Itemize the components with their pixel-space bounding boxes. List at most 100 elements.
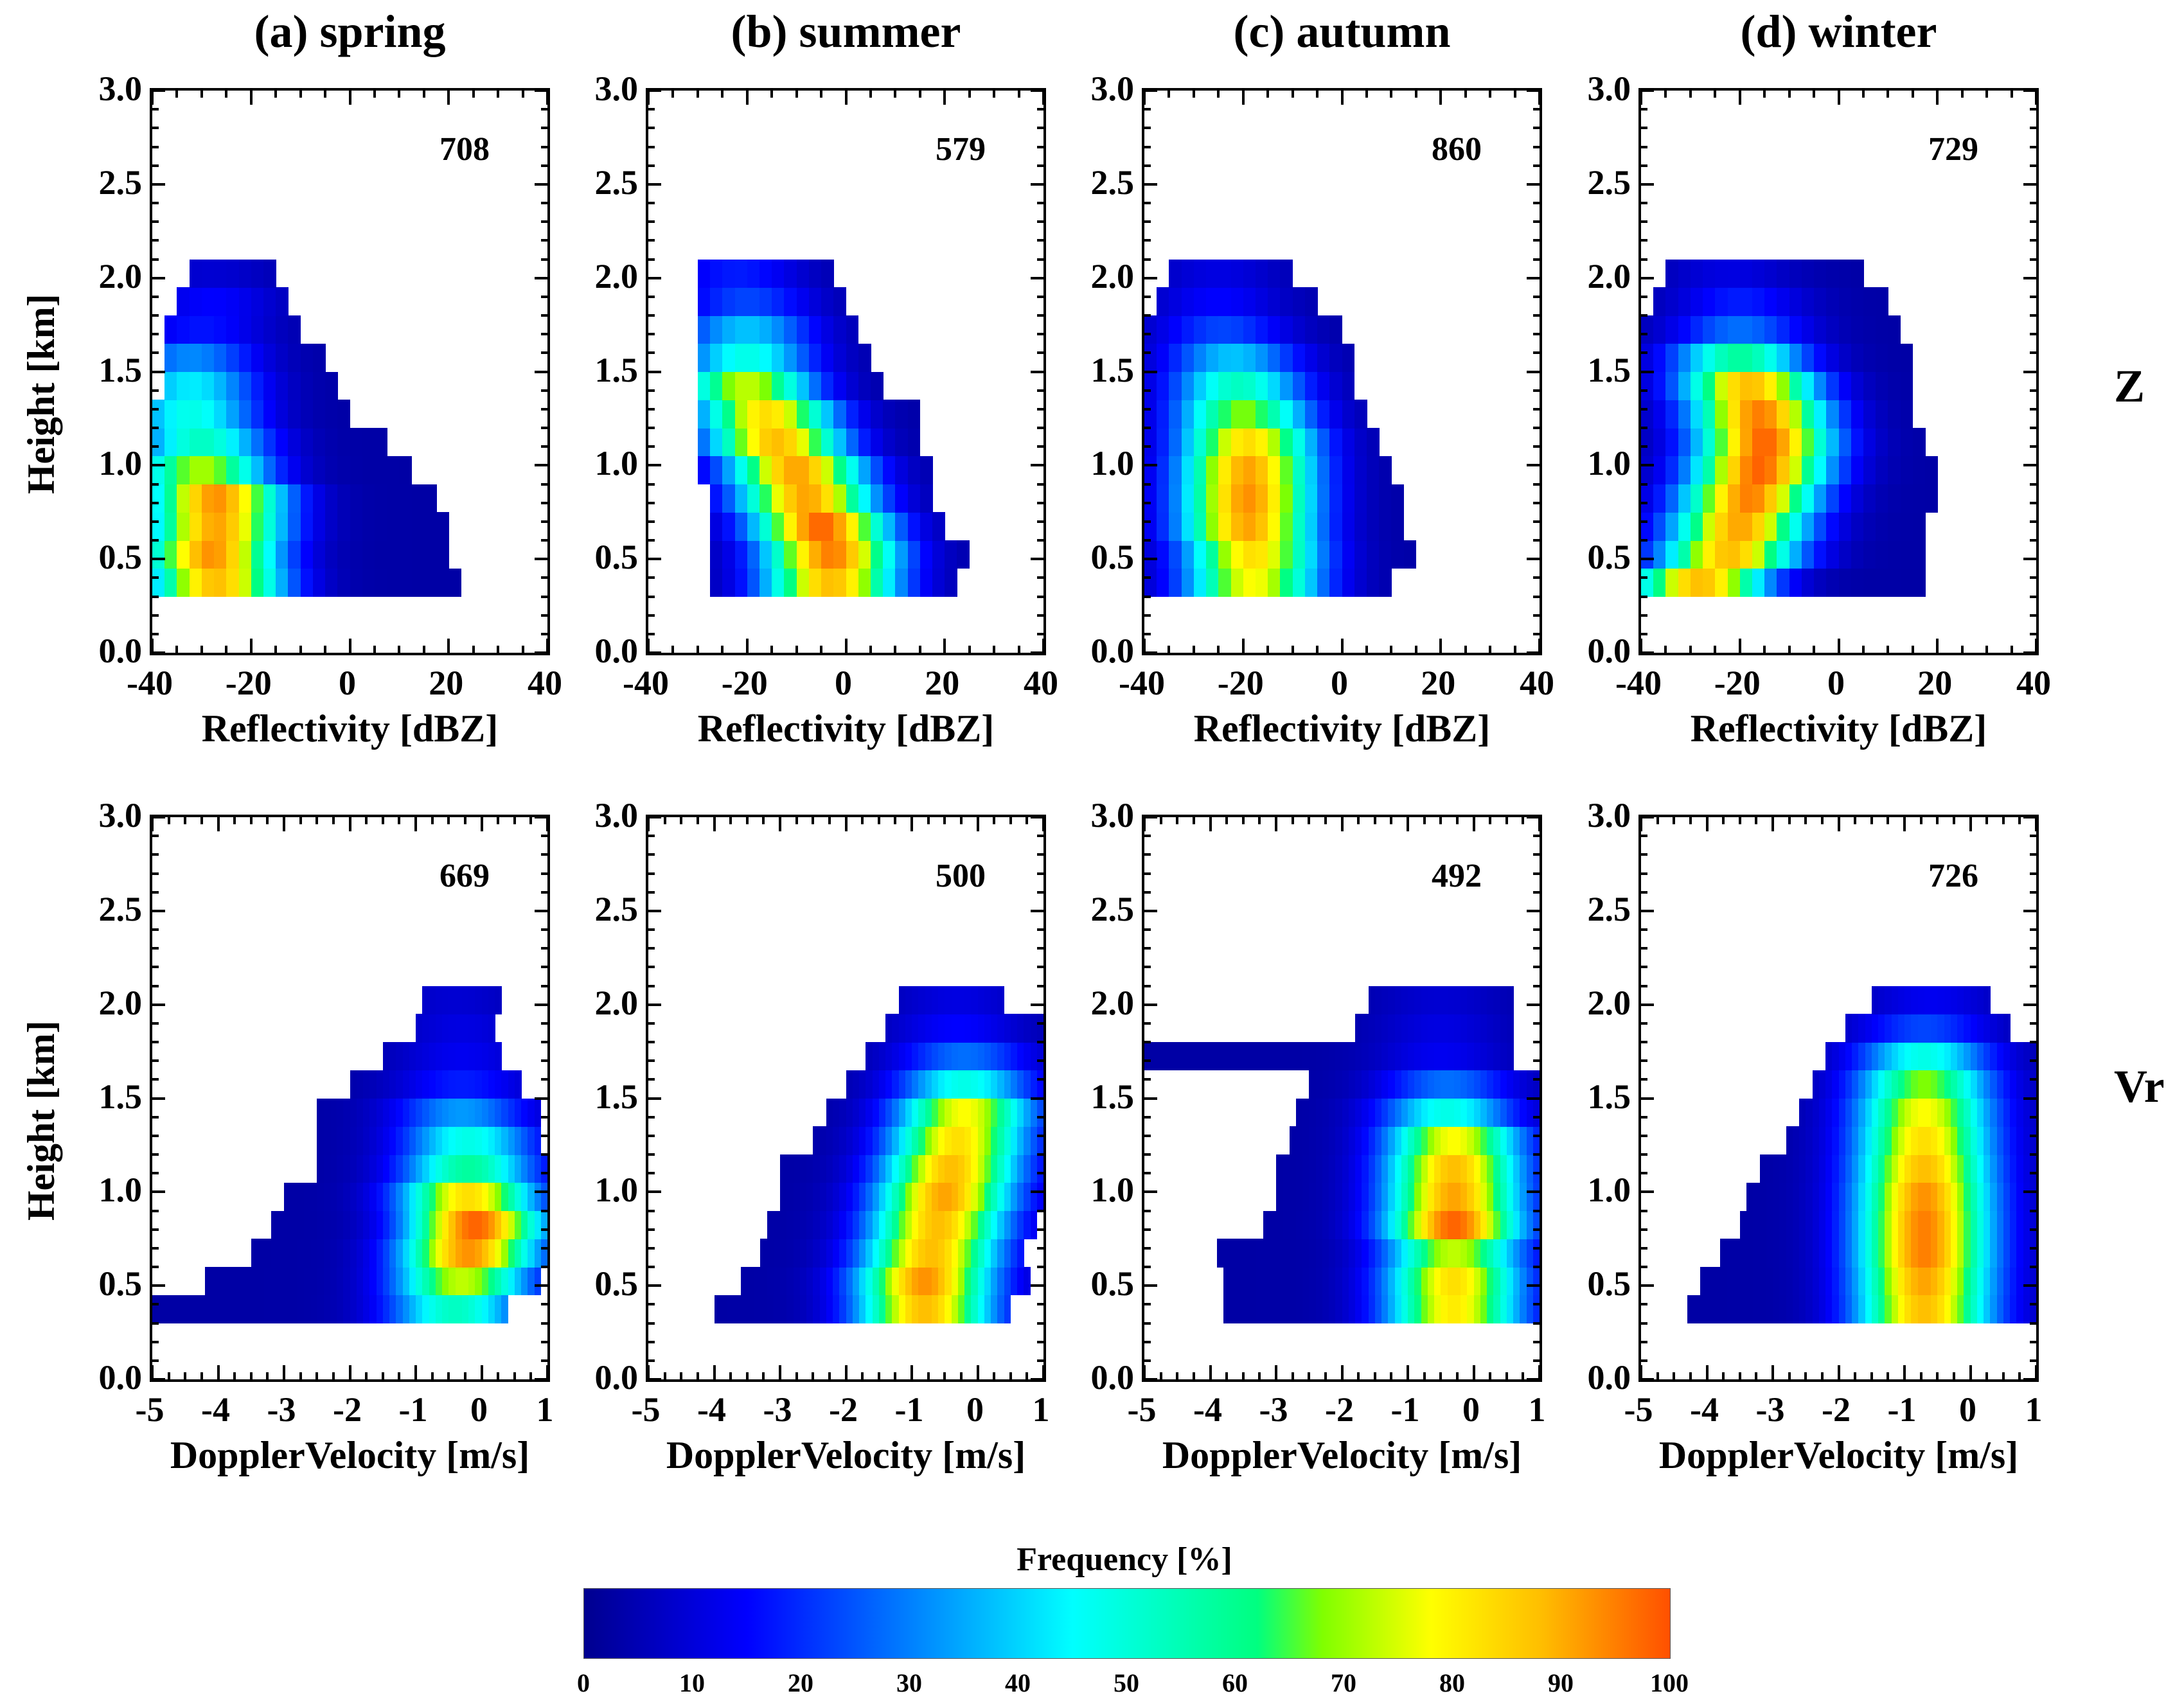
- y-tick-label: 1.5: [98, 1077, 143, 1116]
- x-axis-label: DopplerVelocity [m/s]: [666, 1434, 1026, 1476]
- x-tick-label: -1: [398, 1390, 428, 1429]
- x-tick-label: -4: [697, 1390, 726, 1429]
- x-axis-label: DopplerVelocity [m/s]: [1658, 1434, 2019, 1476]
- y-tick-label: 2.5: [1090, 889, 1135, 928]
- heatmap-cells: [1641, 91, 2036, 653]
- x-tick-label: -2: [829, 1390, 858, 1429]
- x-tick-label: -20: [225, 664, 272, 702]
- heatmap-cells: [152, 91, 547, 653]
- y-tick-label: 0.5: [1090, 1264, 1135, 1304]
- y-tick-label: 3.0: [594, 69, 639, 108]
- x-tick-label: 1: [2025, 1390, 2043, 1429]
- y-tick-label: 2.0: [98, 256, 143, 296]
- column-title: (c) autumn: [1233, 6, 1451, 57]
- y-tick-label: 2.5: [1587, 889, 1631, 928]
- x-tick-label: -5: [1624, 1390, 1653, 1429]
- y-tick-label: 0.5: [594, 1264, 639, 1304]
- colorbar-tick-label: 50: [1114, 1668, 1139, 1697]
- y-tick-label: 2.0: [1090, 983, 1135, 1022]
- x-tick-label: -1: [1887, 1390, 1917, 1429]
- sample-count: 669: [439, 858, 490, 894]
- column-title: (a) spring: [254, 6, 446, 57]
- x-tick-label: 40: [1024, 664, 1058, 702]
- colorbar-tick-label: 60: [1222, 1668, 1248, 1697]
- x-tick-label: -5: [1127, 1390, 1157, 1429]
- heatmap-cells: [152, 817, 547, 1379]
- x-tick-label: 20: [1917, 664, 1953, 702]
- sample-count: 492: [1432, 858, 1482, 894]
- y-tick-label: 2.5: [98, 163, 143, 202]
- x-tick-label: -4: [1690, 1390, 1719, 1429]
- colorbar-tick-label: 40: [1005, 1668, 1031, 1697]
- y-tick-label: 1.5: [98, 350, 143, 389]
- x-axis-label: Reflectivity [dBZ]: [697, 707, 995, 750]
- heatmap-cells: [648, 817, 1043, 1379]
- x-tick-label: 40: [1520, 664, 1554, 702]
- y-tick-label: 2.5: [98, 889, 143, 928]
- heatmap-cells: [648, 91, 1043, 653]
- y-tick-label: 3.0: [1587, 69, 1631, 108]
- y-tick-label: 0.0: [1090, 1358, 1135, 1397]
- y-tick-label: 1.0: [594, 1171, 639, 1210]
- heatmap-panel: 492: [1142, 815, 1542, 1382]
- heatmap-panel: 708: [150, 88, 550, 655]
- sample-count: 726: [1928, 858, 1978, 894]
- y-tick-label: 1.0: [1587, 1171, 1631, 1210]
- y-tick-label: 2.5: [1587, 163, 1631, 202]
- heatmap-cells: [1144, 91, 1540, 653]
- y-tick-label: 1.0: [98, 1171, 143, 1210]
- y-tick-label: 3.0: [1090, 796, 1135, 835]
- x-tick-label: 0: [1462, 1390, 1480, 1429]
- x-tick-label: 20: [429, 664, 464, 702]
- y-tick-label: 1.5: [1090, 1077, 1135, 1116]
- heatmap-panel: 669: [150, 815, 550, 1382]
- y-tick-label: 2.5: [594, 163, 639, 202]
- sample-count: 729: [1928, 131, 1978, 168]
- x-tick-label: -40: [1615, 664, 1662, 702]
- heatmap-panel: 729: [1638, 88, 2039, 655]
- x-tick-label: 0: [835, 664, 852, 702]
- y-tick-label: 1.0: [1090, 444, 1135, 483]
- sample-count: 860: [1432, 131, 1482, 168]
- y-axis-label: Height [km]: [20, 293, 62, 494]
- x-tick-label: -3: [1755, 1390, 1785, 1429]
- y-tick-label: 3.0: [98, 69, 143, 108]
- colorbar-tick-label: 30: [896, 1668, 922, 1697]
- x-tick-label: -3: [267, 1390, 296, 1429]
- sample-count: 579: [936, 131, 986, 168]
- colorbar: [583, 1588, 1671, 1659]
- x-tick-label: 40: [2016, 664, 2051, 702]
- x-tick-label: -40: [127, 664, 173, 702]
- x-tick-label: 0: [1331, 664, 1348, 702]
- y-tick-label: 0.5: [1090, 538, 1135, 577]
- x-tick-label: -2: [1325, 1390, 1354, 1429]
- sample-count: 708: [439, 131, 490, 168]
- colorbar-tick-label: 20: [788, 1668, 813, 1697]
- x-tick-label: -40: [1119, 664, 1165, 702]
- x-tick-label: 1: [536, 1390, 554, 1429]
- y-tick-label: 0.5: [98, 1264, 143, 1304]
- y-tick-label: 1.0: [594, 444, 639, 483]
- y-tick-label: 0.0: [594, 1358, 639, 1397]
- y-tick-label: 0.5: [594, 538, 639, 577]
- y-tick-label: 3.0: [98, 796, 143, 835]
- y-tick-label: 0.5: [1587, 1264, 1631, 1304]
- x-axis-label: Reflectivity [dBZ]: [1193, 707, 1491, 750]
- x-axis-label: Reflectivity [dBZ]: [201, 707, 499, 750]
- y-tick-label: 1.5: [594, 1077, 639, 1116]
- y-tick-label: 0.5: [1587, 538, 1631, 577]
- x-tick-label: 1: [1528, 1390, 1546, 1429]
- x-tick-label: 0: [1827, 664, 1845, 702]
- x-tick-label: 40: [528, 664, 562, 702]
- colorbar-tick-label: 80: [1439, 1668, 1465, 1697]
- colorbar-tick-label: 100: [1650, 1668, 1689, 1697]
- y-tick-label: 1.0: [1587, 444, 1631, 483]
- heatmap-panel: 579: [646, 88, 1046, 655]
- heatmap-cells: [1144, 817, 1540, 1379]
- x-axis-label: DopplerVelocity [m/s]: [170, 1434, 530, 1476]
- colorbar-tick-label: 0: [577, 1668, 590, 1697]
- row-label: Z: [2114, 360, 2145, 412]
- x-tick-label: 0: [966, 1390, 984, 1429]
- heatmap-panel: 726: [1638, 815, 2039, 1382]
- x-tick-label: 1: [1032, 1390, 1050, 1429]
